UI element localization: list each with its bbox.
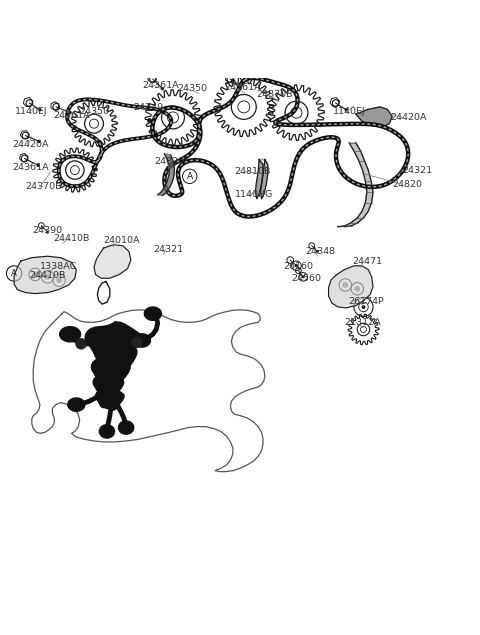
Polygon shape [337,143,373,227]
Polygon shape [94,244,131,278]
Circle shape [56,277,62,283]
Circle shape [46,231,49,234]
Text: 26160: 26160 [283,262,313,271]
Circle shape [38,108,42,112]
Text: 24471: 24471 [352,257,382,265]
Text: 24560: 24560 [292,274,322,283]
Text: 24350: 24350 [80,107,110,116]
Text: 24321: 24321 [153,245,183,254]
Text: 24370B: 24370B [257,90,293,99]
Polygon shape [60,326,81,342]
Circle shape [239,87,241,90]
Text: 24810B: 24810B [234,166,271,175]
Circle shape [45,274,50,279]
Text: 21312A: 21312A [344,318,381,327]
Polygon shape [356,107,392,127]
Circle shape [345,108,348,112]
Circle shape [69,111,72,114]
Text: 1140EJ: 1140EJ [15,107,48,116]
Text: 1140HG: 1140HG [235,190,274,199]
Circle shape [302,276,305,278]
Text: 24350: 24350 [177,84,207,93]
Text: 24321: 24321 [403,166,433,175]
Circle shape [37,140,41,143]
Polygon shape [99,425,115,438]
Text: 24361A: 24361A [12,163,49,171]
Circle shape [342,282,348,288]
Text: 24361A: 24361A [225,83,261,92]
Text: 24410B: 24410B [53,234,90,243]
Text: 24820: 24820 [392,180,422,189]
Text: 24420A: 24420A [12,140,49,149]
Text: 24349: 24349 [134,104,164,112]
Circle shape [36,164,40,167]
Text: 24420A: 24420A [391,113,427,122]
Polygon shape [94,338,137,376]
Circle shape [32,272,38,277]
Circle shape [361,305,365,309]
Polygon shape [328,266,373,308]
Text: A: A [187,172,193,181]
Text: 26174P: 26174P [348,297,384,305]
Circle shape [354,286,360,291]
Circle shape [132,337,143,348]
Text: 24820: 24820 [154,157,184,166]
Polygon shape [255,159,268,199]
Polygon shape [85,322,141,363]
Text: 1140EJ: 1140EJ [333,107,366,116]
Text: A: A [11,269,17,278]
Polygon shape [91,355,130,387]
Text: 24370B: 24370B [25,182,62,191]
Polygon shape [14,257,76,293]
Text: 24348: 24348 [305,247,335,256]
Text: 24390: 24390 [32,226,62,235]
Polygon shape [93,373,124,398]
Polygon shape [96,388,124,410]
Circle shape [161,87,164,90]
Circle shape [316,250,319,253]
Circle shape [295,264,298,267]
Polygon shape [157,154,174,196]
Text: 24410B: 24410B [29,271,66,280]
Polygon shape [119,421,134,434]
Text: 24010A: 24010A [104,236,140,245]
Text: 1338AC: 1338AC [40,262,77,271]
Text: 24361A: 24361A [142,81,179,90]
Polygon shape [133,334,151,347]
Polygon shape [144,307,161,320]
Text: 24361A: 24361A [53,111,90,120]
Polygon shape [68,398,85,411]
Circle shape [75,338,87,349]
